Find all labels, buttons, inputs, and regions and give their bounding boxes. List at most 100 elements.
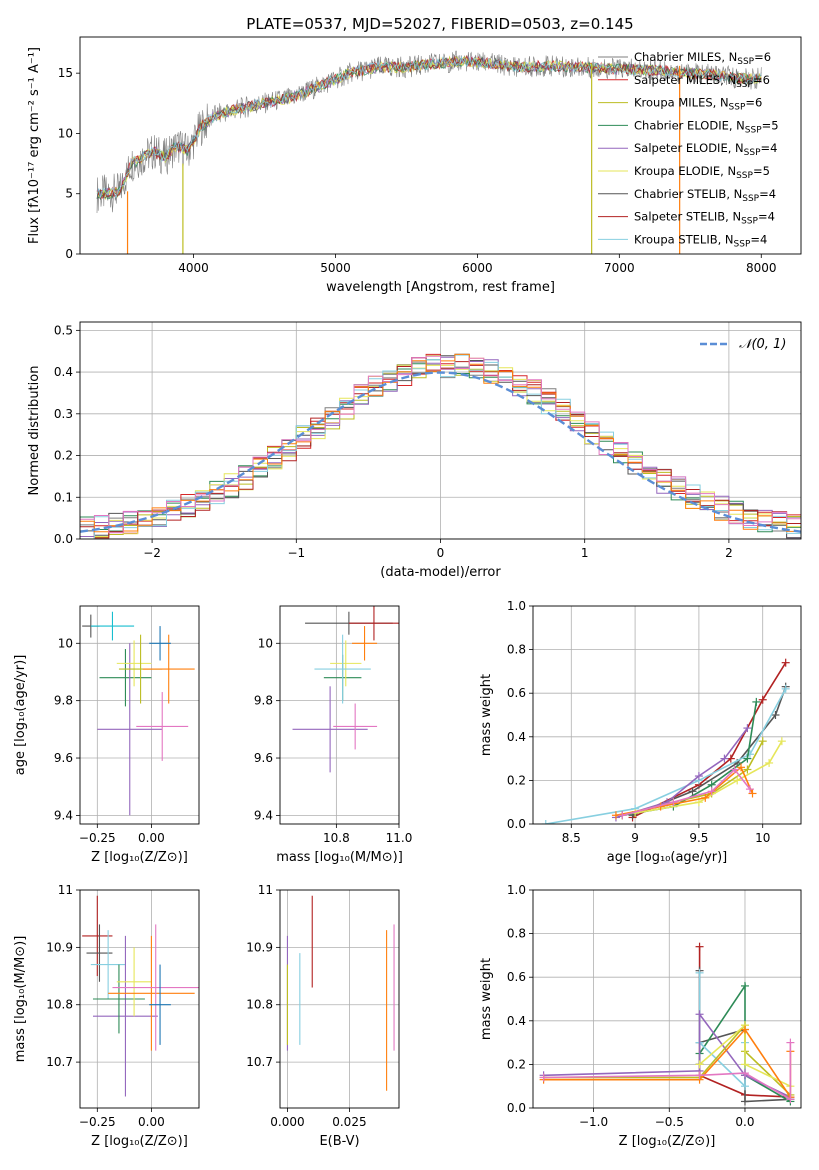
spectrum-plot-area (96, 50, 762, 254)
mass-vs-z-plot-area (80, 890, 199, 1108)
spectrum-model-line (96, 54, 762, 198)
y-tick-label: 0.8 (507, 927, 526, 941)
y-tick-label: 0.4 (507, 1014, 526, 1028)
x-tick-label: 1 (581, 546, 589, 560)
legend-subscript: SSP (736, 171, 753, 181)
weight-vs-age-frame (532, 605, 802, 825)
y-tick-label: 0.0 (507, 1101, 526, 1115)
x-tick-label: 4000 (178, 261, 209, 275)
legend-subscript: SSP (734, 239, 751, 249)
y-tick-label: 0.6 (507, 686, 526, 700)
y-tick-label: 9.8 (54, 694, 73, 708)
y-axis-label: mass weight (479, 674, 494, 756)
y-axis-label: mass [log₁₀(M/M⊙)] (13, 936, 28, 1063)
x-axis-label: Z [log₁₀(Z/Z⊙)] (619, 1134, 716, 1149)
legend-value: =5 (762, 118, 779, 132)
x-tick-label: 0.00 (138, 831, 165, 845)
legend-entry: Kroupa ELODIE, NSSP=5 (634, 164, 770, 181)
y-tick-label: 0.2 (54, 449, 73, 463)
y-tick-label: 10.8 (246, 998, 273, 1012)
y-tick-label: 1.0 (507, 883, 526, 897)
y-tick-label: 10 (258, 636, 273, 650)
residuals-plot-area (80, 322, 801, 539)
y-tick-label: 0.0 (54, 532, 73, 546)
legend-value: =4 (750, 232, 767, 246)
legend-entry: Chabrier MILES, NSSP=6 (634, 50, 771, 67)
y-tick-label: 0.5 (54, 323, 73, 337)
mass-vs-z-frame (79, 889, 200, 1109)
age-vs-mass-plot-area (280, 606, 399, 824)
y-tick-label: 0.1 (54, 490, 73, 504)
legend-text: Kroupa ELODIE, N (634, 164, 736, 178)
mass-vs-ebv-frame (279, 889, 400, 1109)
x-tick-label: −0.5 (655, 1115, 684, 1129)
y-tick-label: 9.4 (254, 808, 273, 822)
legend-text: Salpeter MILES, N (634, 73, 736, 87)
mass-vs-z-axes (76, 889, 200, 1112)
x-axis-label: E(B-V) (319, 1134, 359, 1149)
age-vs-mass-axes (276, 605, 400, 828)
legend-subscript: SSP (736, 80, 753, 90)
legend-entry: 𝒩(0, 1) (739, 337, 786, 352)
y-tick-label: 5 (65, 187, 73, 201)
mass-vs-ebv-plot-area (280, 890, 399, 1108)
x-tick-label: −1.0 (579, 1115, 608, 1129)
legend-subscript: SSP (745, 125, 762, 135)
x-axis-label: mass [log₁₀(M/M⊙)] (276, 850, 403, 865)
legend-value: =6 (753, 73, 770, 87)
y-tick-label: 1.0 (507, 599, 526, 613)
mass-vs-ebv-axes (276, 889, 400, 1112)
residuals-axes (76, 321, 802, 543)
y-tick-label: 0.2 (507, 773, 526, 787)
x-axis-label: (data-model)/error (380, 565, 501, 580)
y-tick-label: 10 (58, 126, 73, 140)
y-tick-label: 0.3 (54, 407, 73, 421)
y-tick-label: 0.8 (507, 643, 526, 657)
y-tick-label: 10.7 (246, 1055, 273, 1069)
weight-vs-age-axes (529, 605, 802, 828)
legend-value: =5 (753, 164, 770, 178)
x-tick-label: 0.025 (332, 1115, 366, 1129)
x-tick-label: 10.8 (323, 831, 350, 845)
x-tick-label: 0.00 (138, 1115, 165, 1129)
y-tick-label: 0 (65, 247, 73, 261)
weight-vs-age-plot-area (533, 606, 801, 824)
spectrum-model-line (96, 55, 762, 199)
y-tick-label: 10.8 (46, 998, 73, 1012)
y-tick-label: 9.4 (54, 808, 73, 822)
legend-text: Chabrier MILES, N (634, 50, 737, 64)
legend-text: Chabrier ELODIE, N (634, 118, 745, 132)
x-tick-label: 5000 (320, 261, 351, 275)
spectrum-frame (79, 36, 802, 255)
x-tick-label: −0.25 (79, 1115, 116, 1129)
age-vs-z-axes (76, 605, 200, 828)
y-tick-label: 0.6 (507, 970, 526, 984)
legend-entry: Kroupa MILES, NSSP=6 (634, 96, 762, 113)
legend-value: =4 (758, 210, 775, 224)
chart-title: PLATE=0537, MJD=52027, FIBERID=0503, z=0… (246, 15, 633, 33)
x-axis-label: Z [log₁₀(Z/Z⊙)] (91, 1134, 188, 1149)
x-tick-label: 9 (631, 831, 639, 845)
legend-value: =6 (745, 96, 762, 110)
legend-entry: Chabrier STELIB, NSSP=4 (634, 187, 776, 204)
legend-entry: Kroupa STELIB, NSSP=4 (634, 232, 767, 249)
x-axis-label: Z [log₁₀(Z/Z⊙)] (91, 850, 188, 865)
y-axis-label: Normed distribution (27, 366, 42, 496)
y-tick-label: 10.7 (46, 1055, 73, 1069)
legend-text: Kroupa STELIB, N (634, 232, 734, 246)
weight-vs-z-frame (532, 889, 802, 1109)
x-tick-label: −0.25 (79, 831, 116, 845)
legend-subscript: SSP (737, 57, 754, 67)
legend-text: Salpeter ELODIE, N (634, 141, 744, 155)
y-tick-label: 9.6 (254, 751, 273, 765)
y-tick-label: 15 (58, 66, 73, 80)
y-tick-label: 10.9 (246, 940, 273, 954)
x-tick-label: 11.0 (386, 831, 413, 845)
x-tick-label: 7000 (604, 261, 635, 275)
x-tick-label: 0.0 (735, 1115, 754, 1129)
legend-subscript: SSP (742, 194, 759, 204)
y-tick-label: 10.9 (46, 940, 73, 954)
